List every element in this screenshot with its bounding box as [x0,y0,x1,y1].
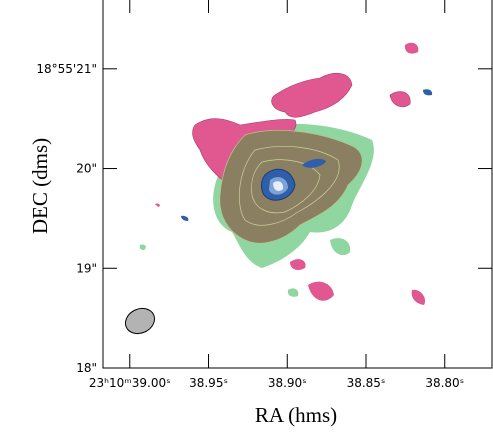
x-tick-label: 38.90ˢ [268,376,307,390]
pink-contour [290,259,306,270]
pink-contour [155,203,160,207]
x-tick-label: 38.85ˢ [347,376,386,390]
y-tick-label: 19" [76,261,97,275]
blue-contour [181,216,188,221]
contours [121,43,432,338]
pink-contour [412,290,425,305]
pink-contour [272,73,352,117]
x-tick-label: 23ʰ10ᵐ39.00ˢ [89,376,171,390]
y-axis-label: DEC (dms) [28,138,52,234]
beam [121,304,158,338]
green-contour [288,288,299,296]
green-contour [330,238,350,255]
blue-contour [423,89,432,95]
pink-contour [308,282,334,301]
chart: RA (hms) DEC (dms) 23ʰ10ᵐ39.00ˢ 38.95ˢ 38.… [0,0,493,434]
green-contour [140,244,146,250]
y-tick-label: 18" [76,361,97,375]
pink-contour [405,43,418,54]
y-tick-label: 18°55'21" [36,62,97,76]
y-tick-label: 20" [76,162,97,176]
x-tick-label: 38.80ˢ [425,376,464,390]
pink-contour [390,92,410,107]
x-tick-label: 38.95ˢ [189,376,228,390]
x-axis-label: RA (hms) [255,403,337,427]
